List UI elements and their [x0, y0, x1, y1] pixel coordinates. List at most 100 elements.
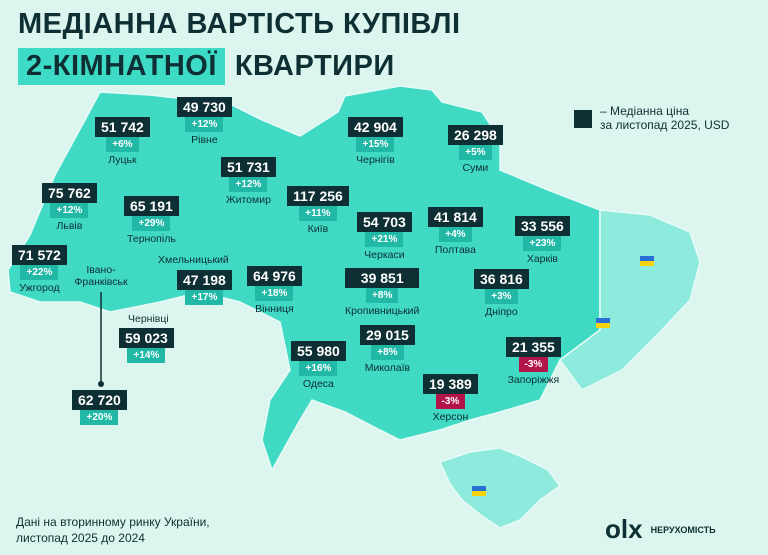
price: 29 015: [360, 325, 415, 345]
change: +20%: [80, 410, 119, 425]
price: 39 851: [345, 268, 420, 288]
region-label: 33 556 +23% Харків: [515, 216, 570, 265]
price: 33 556: [515, 216, 570, 236]
note: Дані на вторинному ринку України,: [16, 515, 210, 529]
change: +29%: [132, 216, 171, 231]
city-name: Київ: [307, 223, 329, 235]
change: +12%: [50, 203, 89, 218]
change: +18%: [255, 286, 294, 301]
change: +8%: [366, 288, 399, 303]
city-name: Дніпро: [485, 306, 518, 318]
change: +14%: [127, 348, 166, 363]
price: 65 191: [124, 196, 179, 216]
city-name: Хмельницький: [158, 254, 229, 266]
region-label: 26 298 +5% Суми: [448, 125, 503, 174]
city-name: Одеса: [302, 378, 334, 390]
price: 21 355: [506, 337, 561, 357]
pointer-dot: [98, 381, 104, 387]
change: +4%: [439, 227, 472, 242]
region-label: 41 814 +4% Полтава: [428, 207, 483, 256]
region-label: 39 851 +8% Кропивницький: [345, 268, 420, 317]
note: листопад 2025 до 2024: [16, 531, 145, 545]
city-name: Луцьк: [108, 154, 137, 166]
city-name: Рівне: [191, 134, 218, 146]
region-label: 49 730 +12% Рівне: [177, 97, 232, 146]
region-label: 36 816 +3% Дніпро: [474, 269, 529, 318]
city-name: Ужгород: [19, 282, 60, 294]
region-label: 64 976 +18% Вінниця: [247, 266, 302, 315]
city-name: Чернігів: [356, 154, 395, 166]
title-rest: КВАРТИРИ: [234, 50, 395, 82]
change: +21%: [365, 232, 404, 247]
change: +8%: [371, 345, 404, 360]
change: +12%: [185, 117, 224, 132]
change: +16%: [299, 361, 338, 376]
change: +17%: [185, 290, 224, 305]
change: +11%: [299, 206, 337, 221]
region-label: 42 904 +15% Чернігів: [348, 117, 403, 166]
price: 26 298: [448, 125, 503, 145]
region-label: 65 191 +29% Тернопіль: [124, 196, 179, 245]
city-name: Черкаси: [364, 249, 405, 261]
city-name: Житомир: [225, 194, 271, 206]
region-label: 55 980 +16% Одеса: [291, 341, 346, 390]
city-name: Чернівці: [128, 313, 169, 325]
region-label: 21 355 -3% Запоріжжя: [506, 337, 561, 386]
price: 54 703: [357, 212, 412, 232]
city-name: Миколаїв: [364, 362, 411, 374]
change: +5%: [459, 145, 492, 160]
price: 51 731: [221, 157, 276, 177]
change: +3%: [485, 289, 518, 304]
crimea: [438, 447, 562, 529]
price: 42 904: [348, 117, 403, 137]
city-name: Тернопіль: [127, 233, 176, 245]
occupied-east: [558, 209, 701, 391]
change: +15%: [356, 137, 395, 152]
change: +22%: [20, 265, 59, 280]
price: 62 720: [72, 390, 127, 410]
price: 71 572: [12, 245, 67, 265]
city-name: Херсон: [432, 411, 469, 423]
title: МЕДІАННА ВАРТІСТЬ КУПІВЛІ: [18, 8, 461, 40]
city-name: Івано-Франківськ: [74, 264, 128, 288]
city-name: Кропивницький: [345, 305, 420, 317]
region-label: 47 198 +17%: [177, 270, 232, 305]
region-label: 19 389 -3% Херсон: [423, 374, 478, 423]
footnote: Дані на вторинному ринку України, листопа…: [16, 514, 210, 546]
logo: olx НЕРУХОМІСТЬ: [605, 514, 716, 545]
price: 117 256: [287, 186, 349, 206]
price: 51 742: [95, 117, 150, 137]
city-name: Вінниця: [255, 303, 294, 315]
price: 75 762: [42, 183, 97, 203]
region-label: 51 742 +6% Луцьк: [95, 117, 150, 166]
price: 49 730: [177, 97, 232, 117]
legend-text: за листопад 2025, USD: [600, 118, 730, 132]
price: 59 023: [119, 328, 174, 348]
price: 55 980: [291, 341, 346, 361]
price: 64 976: [247, 266, 302, 286]
price: 36 816: [474, 269, 529, 289]
region-label: 29 015 +8% Миколаїв: [360, 325, 415, 374]
city-name: Львів: [56, 220, 83, 232]
city-name: Суми: [462, 162, 489, 174]
price: 41 814: [428, 207, 483, 227]
change: -3%: [518, 357, 549, 372]
logo-sub: НЕРУХОМІСТЬ: [650, 524, 716, 535]
change: -3%: [435, 394, 466, 409]
region-label: 117 256 +11% Київ: [287, 186, 349, 235]
price: 19 389: [423, 374, 478, 394]
city-name: Харків: [526, 253, 558, 265]
flags: [472, 256, 654, 496]
region-label: 75 762 +12% Львів: [42, 183, 97, 232]
logo-text: olx: [605, 514, 643, 544]
title-highlight: 2-КІМНАТНОЇ: [18, 48, 225, 85]
change: +23%: [523, 236, 562, 251]
region-label: 51 731 +12% Житомир: [221, 157, 276, 206]
region-label: 62 720 +20%: [72, 390, 127, 425]
region-label: 59 023 +14%: [119, 328, 174, 363]
city-name: Запоріжжя: [507, 374, 560, 386]
change: +6%: [106, 137, 139, 152]
price: 47 198: [177, 270, 232, 290]
legend-text: Медіанна ціна: [610, 104, 689, 118]
